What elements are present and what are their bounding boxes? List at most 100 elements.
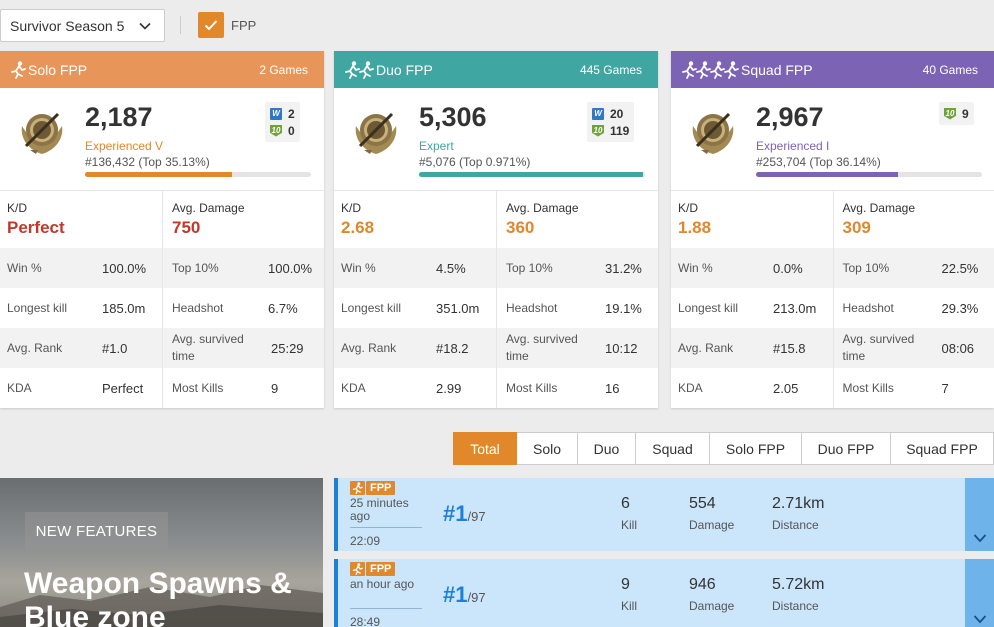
top10-icon: 10 xyxy=(270,124,282,137)
match-row[interactable]: FPP 25 minutes ago 22:09 #1/97 6 Kill 554… xyxy=(334,478,994,551)
kd-value: 1.88 xyxy=(678,218,712,237)
win-icon: W xyxy=(270,107,282,120)
fpp-tag-label: FPP xyxy=(366,481,396,495)
mode-card-solo-fpp: Solo FPP 2 Games 2,187 Experienced V #13… xyxy=(0,51,324,408)
stat-label: Avg. Rank xyxy=(678,340,734,355)
runner-icon xyxy=(10,60,26,79)
tab-total[interactable]: Total xyxy=(453,432,517,465)
placement-number: #1 xyxy=(443,582,468,607)
tab-duo-fpp[interactable]: Duo FPP xyxy=(802,432,891,465)
expand-match-button[interactable] xyxy=(965,559,994,627)
stat-cell: Headshot 19.1% xyxy=(496,288,658,328)
stat-value: 2.05 xyxy=(773,380,799,396)
rating-value: 2,187 xyxy=(85,102,153,132)
avg-damage-value: 750 xyxy=(172,218,201,237)
stat-cell: Top 10% 100.0% xyxy=(162,248,324,288)
kd-cell: K/D Perfect xyxy=(0,191,162,248)
stat-value: 25:29 xyxy=(271,340,304,356)
stat-cell: Top 10% 22.5% xyxy=(832,248,994,288)
rank-emblem-icon xyxy=(350,106,402,161)
stat-label: Top 10% xyxy=(506,260,553,275)
stat-cell: Longest kill 185.0m xyxy=(0,288,162,328)
rank-progress-bar xyxy=(85,172,311,177)
new-features-badge: NEW FEATURES xyxy=(25,512,168,550)
stat-label: Win % xyxy=(341,260,376,275)
distance-value: 5.72km xyxy=(772,576,825,593)
tab-squad[interactable]: Squad xyxy=(636,432,710,465)
match-row[interactable]: FPP an hour ago 28:49 #1/97 9 Kill 946 Dam… xyxy=(334,559,994,627)
games-count: 40 Games xyxy=(922,62,978,77)
stat-label: Avg. Rank xyxy=(341,340,397,355)
fpp-checkbox-label[interactable]: FPP xyxy=(231,18,257,33)
fpp-tag: FPP xyxy=(350,481,396,495)
kd-cell: K/D 1.88 xyxy=(671,191,833,248)
rating-area: 5,306 Expert #5,076 (Top 0.971%) W 20 10 11… xyxy=(334,88,658,191)
stat-value: 213.0m xyxy=(773,300,817,316)
distance-stat: 2.71km Distance xyxy=(772,495,824,532)
wins-count: 20 xyxy=(610,106,624,121)
season-select[interactable]: Survivor Season 5 xyxy=(0,9,165,42)
stat-cell: KDA 2.99 xyxy=(334,368,496,408)
stat-cell: KDA 2.05 xyxy=(671,368,833,408)
stat-row: KDA 2.99 Most Kills 16 xyxy=(334,368,658,408)
tab-solo-fpp[interactable]: Solo FPP xyxy=(710,432,802,465)
kills-label: Kill xyxy=(621,599,638,613)
damage-label: Damage xyxy=(689,599,735,613)
damage-stat: 554 Damage xyxy=(689,495,734,532)
stats-grid: K/D 2.68 Avg. Damage 360 Win % 4.5% Top … xyxy=(334,191,658,408)
divider xyxy=(350,608,422,609)
kills-label: Kill xyxy=(621,518,638,532)
card-header: Solo FPP 2 Games xyxy=(0,51,324,88)
stat-value: Perfect xyxy=(102,380,144,396)
placement-total: /97 xyxy=(467,509,486,524)
stat-cell: Avg. Rank #1.0 xyxy=(0,328,162,368)
match-placement: #1/97 xyxy=(443,501,486,527)
stat-cell: Headshot 29.3% xyxy=(832,288,994,328)
stat-value: 9 xyxy=(271,380,279,396)
stat-row: Longest kill 213.0m Headshot 29.3% xyxy=(671,288,994,328)
mode-card-squad-fpp: Squad FPP 40 Games 2,967 Experienced I #… xyxy=(671,51,994,408)
kd-label: K/D xyxy=(7,201,28,215)
stat-cell: Win % 4.5% xyxy=(334,248,496,288)
rating-value: 2,967 xyxy=(756,102,824,132)
stat-cell: Longest kill 213.0m xyxy=(671,288,833,328)
stat-label: Avg. survived time xyxy=(842,332,915,363)
card-header: Squad FPP 40 Games xyxy=(671,51,994,88)
fpp-tag: FPP xyxy=(350,562,396,576)
tier-label: Expert xyxy=(419,139,454,153)
avg-damage-label: Avg. Damage xyxy=(842,201,916,215)
fpp-tag-label: FPP xyxy=(366,562,396,576)
top10-count: 9 xyxy=(962,106,969,121)
tab-squad-fpp[interactable]: Squad FPP xyxy=(891,432,994,465)
stat-value: 2.99 xyxy=(436,380,462,396)
avg-damage-cell: Avg. Damage 360 xyxy=(496,191,658,248)
stat-value: 185.0m xyxy=(102,300,146,316)
avg-damage-label: Avg. Damage xyxy=(506,201,579,215)
chevron-down-icon xyxy=(973,615,986,624)
match-time-ago: 25 minutes ago xyxy=(350,496,409,523)
stat-row: Avg. Rank #18.2 Avg. survived time 10:12 xyxy=(334,328,658,368)
stat-label: Headshot xyxy=(172,300,224,315)
news-banner[interactable]: NEW FEATURES Weapon Spawns & Blue zone xyxy=(0,478,323,627)
tab-duo[interactable]: Duo xyxy=(578,432,636,465)
stat-label: Longest kill xyxy=(678,300,739,315)
stat-cell: Win % 0.0% xyxy=(671,248,833,288)
fpp-checkbox[interactable] xyxy=(198,12,224,38)
stat-row: Longest kill 351.0m Headshot 19.1% xyxy=(334,288,658,328)
stat-cell: Top 10% 31.2% xyxy=(496,248,658,288)
expand-match-button[interactable] xyxy=(965,478,994,551)
avg-damage-label: Avg. Damage xyxy=(172,201,245,215)
stat-label: Most Kills xyxy=(842,380,894,395)
stat-row: Win % 0.0% Top 10% 22.5% xyxy=(671,248,994,288)
stat-value: 29.3% xyxy=(941,300,979,316)
stat-label: Win % xyxy=(678,260,713,275)
progress-fill xyxy=(756,172,899,177)
stat-row: Avg. Rank #15.8 Avg. survived time 08:06 xyxy=(671,328,994,368)
stat-row: KDA Perfect Most Kills 9 xyxy=(0,368,324,408)
tab-solo[interactable]: Solo xyxy=(517,432,578,465)
stat-label: Top 10% xyxy=(172,260,219,275)
stat-label: Most Kills xyxy=(172,380,224,395)
placement-total: /97 xyxy=(467,590,486,605)
stat-row: KDA 2.05 Most Kills 7 xyxy=(671,368,994,408)
stat-label: KDA xyxy=(678,380,703,395)
